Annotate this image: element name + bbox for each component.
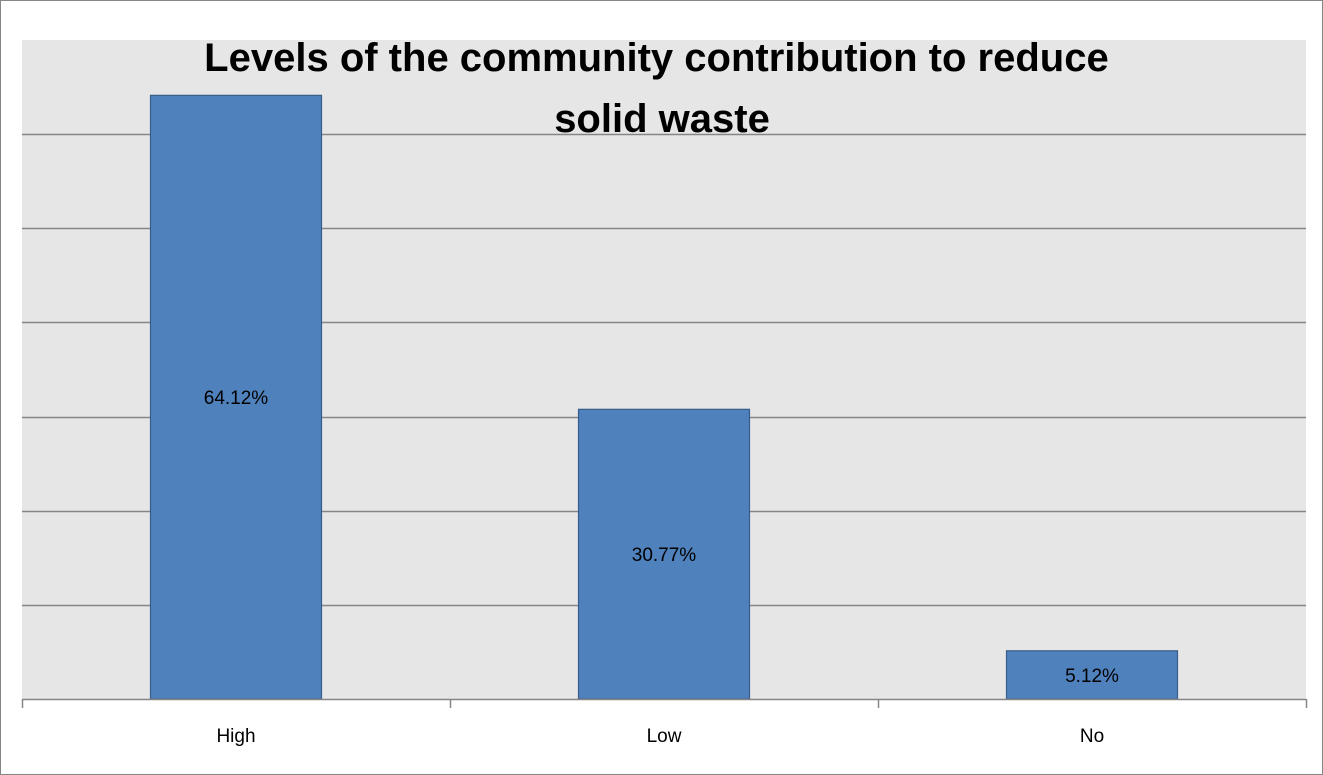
x-tick-label-low: Low (647, 726, 682, 747)
bar-high (149, 94, 323, 700)
x-axis (21, 698, 1308, 708)
chart-title-line-1: Levels of the community contribution to … (204, 36, 1109, 80)
data-labels: 64.12% 30.77% 5.12% (204, 388, 1119, 687)
data-label-high: 64.12% (204, 388, 269, 409)
x-tick-label-no: No (1080, 726, 1104, 747)
bars (149, 94, 1179, 700)
data-label-no: 5.12% (1065, 666, 1119, 687)
x-tick-label-high: High (216, 726, 255, 747)
x-tick-labels: High Low No (216, 726, 1104, 747)
chart-title: Levels of the community contribution to … (204, 36, 1120, 141)
data-label-low: 30.77% (632, 545, 697, 566)
chart-title-line-2: solid waste (554, 97, 770, 141)
